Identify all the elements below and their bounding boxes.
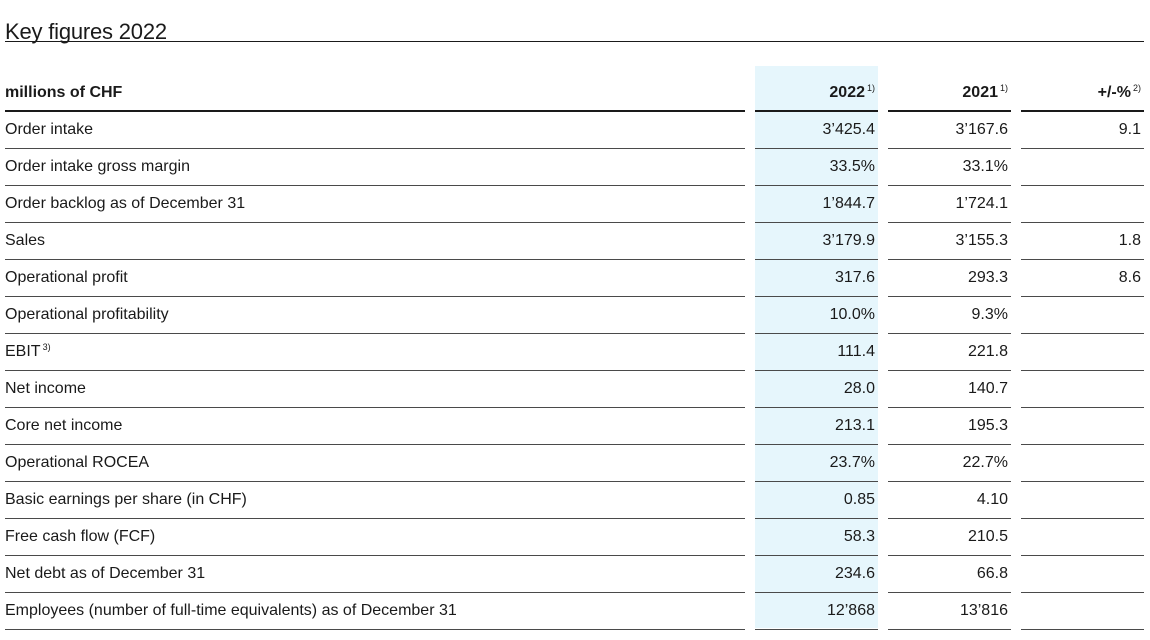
value-2021: 33.1% bbox=[888, 149, 1011, 186]
table-row: Operational profitability 10.0% 9.3% bbox=[5, 297, 1144, 334]
table-row: Core net income 213.1 195.3 bbox=[5, 408, 1144, 445]
footnote-marker: 3) bbox=[42, 342, 51, 352]
row-label: Sales bbox=[5, 223, 745, 260]
value-change: 1.8 bbox=[1021, 223, 1144, 260]
value-change bbox=[1021, 334, 1144, 371]
value-2021: 140.7 bbox=[888, 371, 1011, 408]
value-change bbox=[1021, 445, 1144, 482]
value-change bbox=[1021, 556, 1144, 593]
row-label: Core net income bbox=[5, 408, 745, 445]
row-label: Basic earnings per share (in CHF) bbox=[5, 482, 745, 519]
row-label: Order intake bbox=[5, 112, 745, 149]
value-2022: 23.7% bbox=[755, 445, 878, 482]
header-change: +/-% 2) bbox=[1021, 76, 1144, 112]
table-header-row: millions of CHF 2022 1) 2021 1) +/-% 2) bbox=[5, 76, 1144, 112]
table-row: Net income 28.0 140.7 bbox=[5, 371, 1144, 408]
value-change: 9.1 bbox=[1021, 112, 1144, 149]
value-2021: 1’724.1 bbox=[888, 186, 1011, 223]
value-2021: 9.3% bbox=[888, 297, 1011, 334]
value-2021: 210.5 bbox=[888, 519, 1011, 556]
row-label: Employees (number of full-time equivalen… bbox=[5, 593, 745, 630]
row-label: Operational ROCEA bbox=[5, 445, 745, 482]
table-row: Operational ROCEA 23.7% 22.7% bbox=[5, 445, 1144, 482]
page-title: Key figures 2022 bbox=[5, 18, 167, 44]
value-2021: 293.3 bbox=[888, 260, 1011, 297]
row-label: Net income bbox=[5, 371, 745, 408]
value-2022: 28.0 bbox=[755, 371, 878, 408]
row-label: Free cash flow (FCF) bbox=[5, 519, 745, 556]
row-label: Order intake gross margin bbox=[5, 149, 745, 186]
value-change bbox=[1021, 593, 1144, 630]
value-2022: 33.5% bbox=[755, 149, 878, 186]
value-2021: 3’167.6 bbox=[888, 112, 1011, 149]
value-2021: 4.10 bbox=[888, 482, 1011, 519]
table-row: Employees (number of full-time equivalen… bbox=[5, 593, 1144, 630]
footnote-marker: 2) bbox=[1132, 83, 1141, 93]
value-change bbox=[1021, 149, 1144, 186]
value-2021: 221.8 bbox=[888, 334, 1011, 371]
title-divider bbox=[5, 41, 1144, 42]
value-2021: 13’816 bbox=[888, 593, 1011, 630]
table-row: Operational profit 317.6 293.3 8.6 bbox=[5, 260, 1144, 297]
table-row: Order intake gross margin 33.5% 33.1% bbox=[5, 149, 1144, 186]
value-change bbox=[1021, 371, 1144, 408]
value-2022: 0.85 bbox=[755, 482, 878, 519]
value-change bbox=[1021, 482, 1144, 519]
current-year-highlight bbox=[755, 66, 878, 628]
header-2021: 2021 1) bbox=[888, 76, 1011, 112]
row-label: EBIT 3) bbox=[5, 334, 745, 371]
value-2021: 22.7% bbox=[888, 445, 1011, 482]
header-2022: 2022 1) bbox=[755, 76, 878, 112]
value-change: 8.6 bbox=[1021, 260, 1144, 297]
value-2022: 317.6 bbox=[755, 260, 878, 297]
value-2022: 1’844.7 bbox=[755, 186, 878, 223]
value-change bbox=[1021, 297, 1144, 334]
footnote-marker: 1) bbox=[866, 83, 875, 93]
value-2022: 12’868 bbox=[755, 593, 878, 630]
value-2021: 195.3 bbox=[888, 408, 1011, 445]
value-2022: 3’179.9 bbox=[755, 223, 878, 260]
table-row: Basic earnings per share (in CHF) 0.85 4.1… bbox=[5, 482, 1144, 519]
table-row: Order backlog as of December 31 1’844.7 1’… bbox=[5, 186, 1144, 223]
key-figures-table: millions of CHF 2022 1) 2021 1) +/-% 2) Ord… bbox=[5, 76, 1144, 630]
table-row: Net debt as of December 31 234.6 66.8 bbox=[5, 556, 1144, 593]
value-2022: 213.1 bbox=[755, 408, 878, 445]
value-2021: 3’155.3 bbox=[888, 223, 1011, 260]
value-2022: 111.4 bbox=[755, 334, 878, 371]
value-2021: 66.8 bbox=[888, 556, 1011, 593]
value-2022: 58.3 bbox=[755, 519, 878, 556]
header-unit-label: millions of CHF bbox=[5, 76, 745, 112]
row-label: Operational profit bbox=[5, 260, 745, 297]
value-2022: 10.0% bbox=[755, 297, 878, 334]
value-2022: 234.6 bbox=[755, 556, 878, 593]
row-label: Order backlog as of December 31 bbox=[5, 186, 745, 223]
row-label: Operational profitability bbox=[5, 297, 745, 334]
value-change bbox=[1021, 519, 1144, 556]
value-change bbox=[1021, 408, 1144, 445]
value-2022: 3’425.4 bbox=[755, 112, 878, 149]
table-row: Order intake 3’425.4 3’167.6 9.1 bbox=[5, 112, 1144, 149]
table-row: EBIT 3) 111.4 221.8 bbox=[5, 334, 1144, 371]
table-row: Sales 3’179.9 3’155.3 1.8 bbox=[5, 223, 1144, 260]
table-row: Free cash flow (FCF) 58.3 210.5 bbox=[5, 519, 1144, 556]
footnote-marker: 1) bbox=[999, 83, 1008, 93]
row-label: Net debt as of December 31 bbox=[5, 556, 745, 593]
value-change bbox=[1021, 186, 1144, 223]
